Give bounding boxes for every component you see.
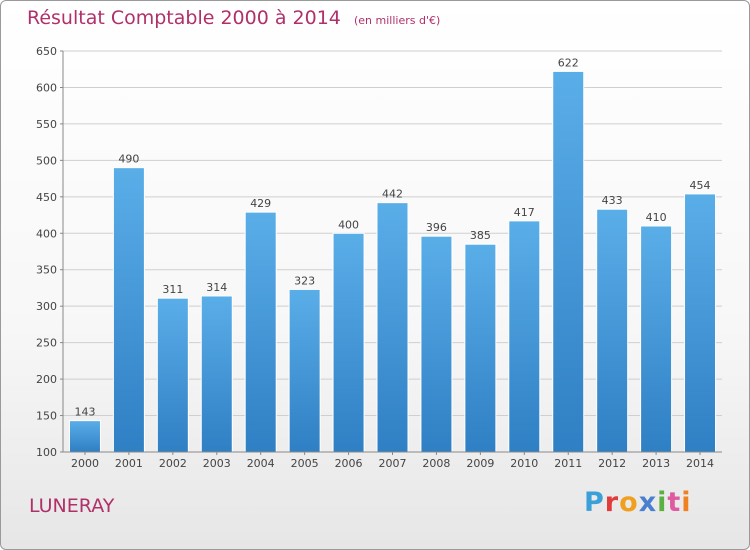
x-tick-label-2001: 2001 [115, 457, 143, 470]
bar-2010 [508, 220, 541, 453]
x-tick-label-2011: 2011 [554, 457, 582, 470]
bar-2005 [288, 288, 321, 453]
bar-2008 [420, 235, 453, 453]
value-label-2002: 311 [162, 283, 183, 296]
value-label-2013: 410 [646, 211, 667, 224]
value-label-2000: 143 [74, 406, 95, 419]
value-label-2004: 429 [250, 197, 271, 210]
bar-2003 [200, 295, 233, 453]
logo-letter: t [667, 487, 682, 518]
y-tick-label: 300 [36, 300, 57, 313]
logo-letter: x [638, 487, 658, 518]
bar-2013 [640, 225, 673, 453]
value-label-2012: 433 [602, 194, 623, 207]
bar-2012 [596, 208, 629, 453]
logo-letter: r [604, 487, 620, 518]
logo-letter: i [657, 487, 668, 518]
x-tick-label-2004: 2004 [247, 457, 275, 470]
x-tick-label-2010: 2010 [510, 457, 538, 470]
bar-2002 [156, 297, 189, 453]
value-label-2007: 442 [382, 188, 403, 201]
x-tick-label-2012: 2012 [598, 457, 626, 470]
x-tick-label-2007: 2007 [379, 457, 407, 470]
bar-2000 [68, 420, 101, 453]
y-tick-label: 500 [36, 154, 57, 167]
value-label-2003: 314 [206, 281, 227, 294]
bar-2014 [684, 193, 717, 453]
bar-2007 [376, 202, 409, 453]
value-label-2009: 385 [470, 229, 491, 242]
logo-letter: o [619, 487, 639, 518]
value-label-2014: 454 [690, 179, 711, 192]
value-label-2008: 396 [426, 221, 447, 234]
x-tick-label-2014: 2014 [686, 457, 714, 470]
y-tick-label: 400 [36, 227, 57, 240]
x-tick-label-2013: 2013 [642, 457, 670, 470]
value-label-2001: 490 [118, 153, 139, 166]
x-tick-label-2000: 2000 [71, 457, 99, 470]
bar-2011 [552, 70, 585, 453]
x-tick-label-2003: 2003 [203, 457, 231, 470]
chart-title: Résultat Comptable 2000 à 2014 [27, 7, 341, 29]
bar-2009 [464, 243, 497, 453]
y-tick-label: 200 [36, 373, 57, 386]
y-tick-label: 350 [36, 264, 57, 277]
logo-letter: P [584, 487, 605, 518]
y-tick-label: 250 [36, 337, 57, 350]
logo-letter: i [681, 487, 692, 518]
y-tick-label: 600 [36, 81, 57, 94]
y-tick-label: 100 [36, 446, 57, 459]
chart-unit: (en milliers d'€) [353, 14, 441, 27]
chart-title-block: Résultat Comptable 2000 à 2014 (en milli… [27, 7, 440, 29]
x-tick-label-2005: 2005 [291, 457, 319, 470]
y-tick-label: 550 [36, 118, 57, 131]
x-tick-label-2009: 2009 [466, 457, 494, 470]
bar-2004 [244, 211, 277, 453]
value-label-2005: 323 [294, 274, 315, 287]
y-tick-label: 450 [36, 191, 57, 204]
proxiti-logo: Proxiti [584, 487, 692, 518]
value-label-2011: 622 [558, 56, 579, 69]
value-label-2010: 417 [514, 206, 535, 219]
y-tick-label: 650 [36, 45, 57, 58]
bar-2006 [332, 232, 365, 453]
y-tick-label: 150 [36, 410, 57, 423]
x-tick-label-2002: 2002 [159, 457, 187, 470]
value-label-2006: 400 [338, 218, 359, 231]
commune-name: LUNERAY [29, 495, 115, 517]
x-tick-label-2008: 2008 [422, 457, 450, 470]
x-tick-label-2006: 2006 [335, 457, 363, 470]
bar-2001 [112, 167, 145, 453]
